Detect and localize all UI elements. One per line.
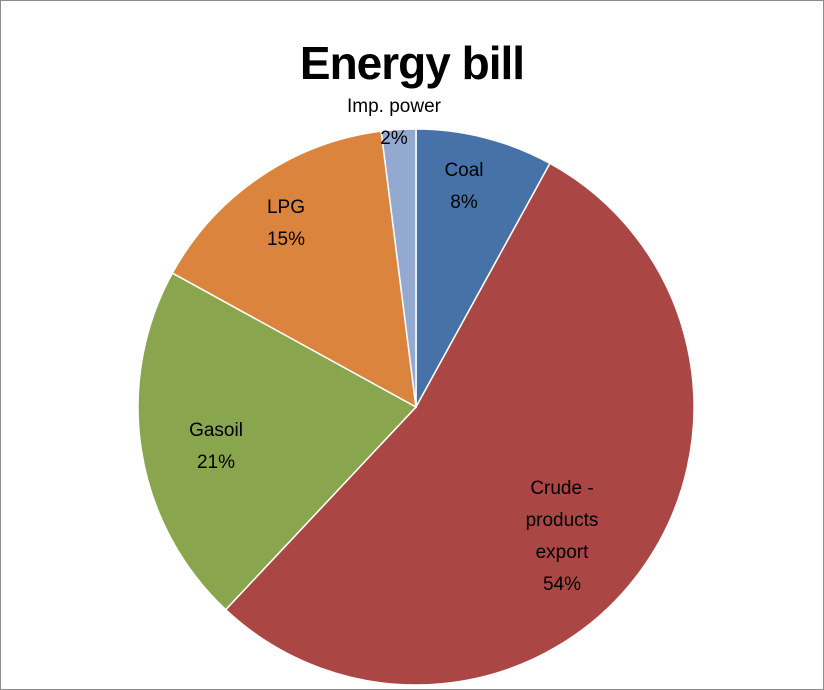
slice-percent-label: 8% [450, 192, 478, 213]
pie-slice [415, 128, 551, 408]
chart-title: Energy bill [299, 37, 525, 89]
slice-label: Imp. power 2% [347, 96, 442, 149]
slice-name-label: Imp. power [347, 96, 442, 117]
slice-name-label: export [536, 542, 590, 563]
pie-slice [380, 128, 417, 408]
slice-percent-label: 21% [197, 452, 235, 473]
slice-name-label: Coal [444, 160, 483, 181]
pie-slice [137, 272, 418, 611]
pie-slice [224, 162, 695, 686]
slice-percent-label: 15% [267, 229, 305, 250]
slice-percent-label: 2% [380, 128, 408, 149]
pie-slice [171, 130, 417, 409]
slice-label: Gasoil 21% [189, 420, 243, 473]
slice-name-label: Crude - [530, 478, 593, 499]
slice-name-label: Gasoil [189, 420, 243, 441]
slice-percent-label: 54% [543, 574, 581, 595]
slice-name-label: LPG [267, 197, 305, 218]
slice-label: Crude - products export 54% [526, 478, 599, 595]
slice-label: LPG 15% [267, 197, 305, 250]
slice-name-label: products [526, 510, 599, 531]
slice-label: Coal 8% [444, 160, 483, 213]
